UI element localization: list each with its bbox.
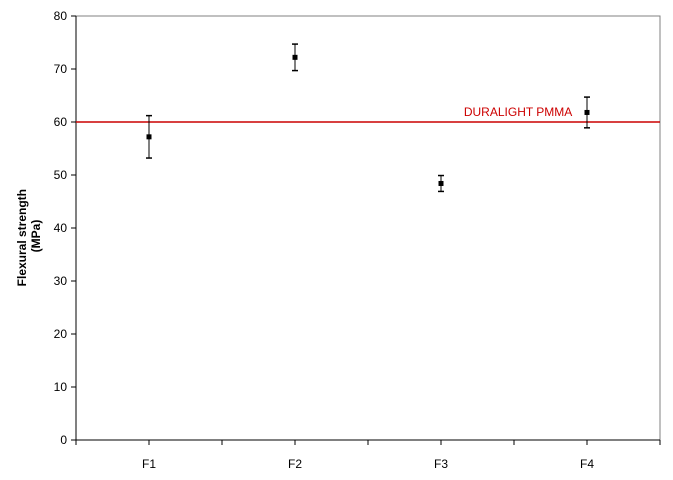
y-tick-label: 40 xyxy=(54,221,68,235)
marker xyxy=(438,180,444,186)
y-axis-title: Flexural strength (MPa) xyxy=(15,186,43,287)
data-point-f3 xyxy=(438,174,444,193)
marker xyxy=(146,134,152,140)
y-tick-label: 50 xyxy=(54,168,68,182)
plot-frame xyxy=(75,15,661,441)
marker xyxy=(292,54,298,60)
data-point-f4 xyxy=(584,96,590,129)
y-tick-label: 80 xyxy=(54,9,68,23)
y-tick-label: 30 xyxy=(54,274,68,288)
y-axis-title-line-2: (MPa) xyxy=(29,220,43,253)
x-tick-label: F3 xyxy=(434,457,448,471)
reference-line-label: DURALIGHT PMMA xyxy=(464,105,572,119)
y-tick-label: 70 xyxy=(54,62,68,76)
y-axis-ticks: 0 10 20 30 40 50 60 70 80 xyxy=(54,9,76,447)
y-axis-title-line-1: Flexural strength xyxy=(15,189,29,286)
y-tick-label: 0 xyxy=(60,433,67,447)
data-points xyxy=(146,43,590,193)
reference-line-group: DURALIGHT PMMA xyxy=(76,105,660,123)
x-axis-ticks: F1 F2 F3 F4 xyxy=(75,440,661,471)
x-tick-label: F2 xyxy=(288,457,302,471)
y-tick-label: 20 xyxy=(54,327,68,341)
x-tick-label: F1 xyxy=(142,457,156,471)
x-tick-label: F4 xyxy=(580,457,594,471)
data-point-f2 xyxy=(292,43,298,72)
y-tick-label: 60 xyxy=(54,115,68,129)
data-point-f1 xyxy=(146,114,152,159)
marker xyxy=(584,109,590,115)
y-tick-label: 10 xyxy=(54,380,68,394)
